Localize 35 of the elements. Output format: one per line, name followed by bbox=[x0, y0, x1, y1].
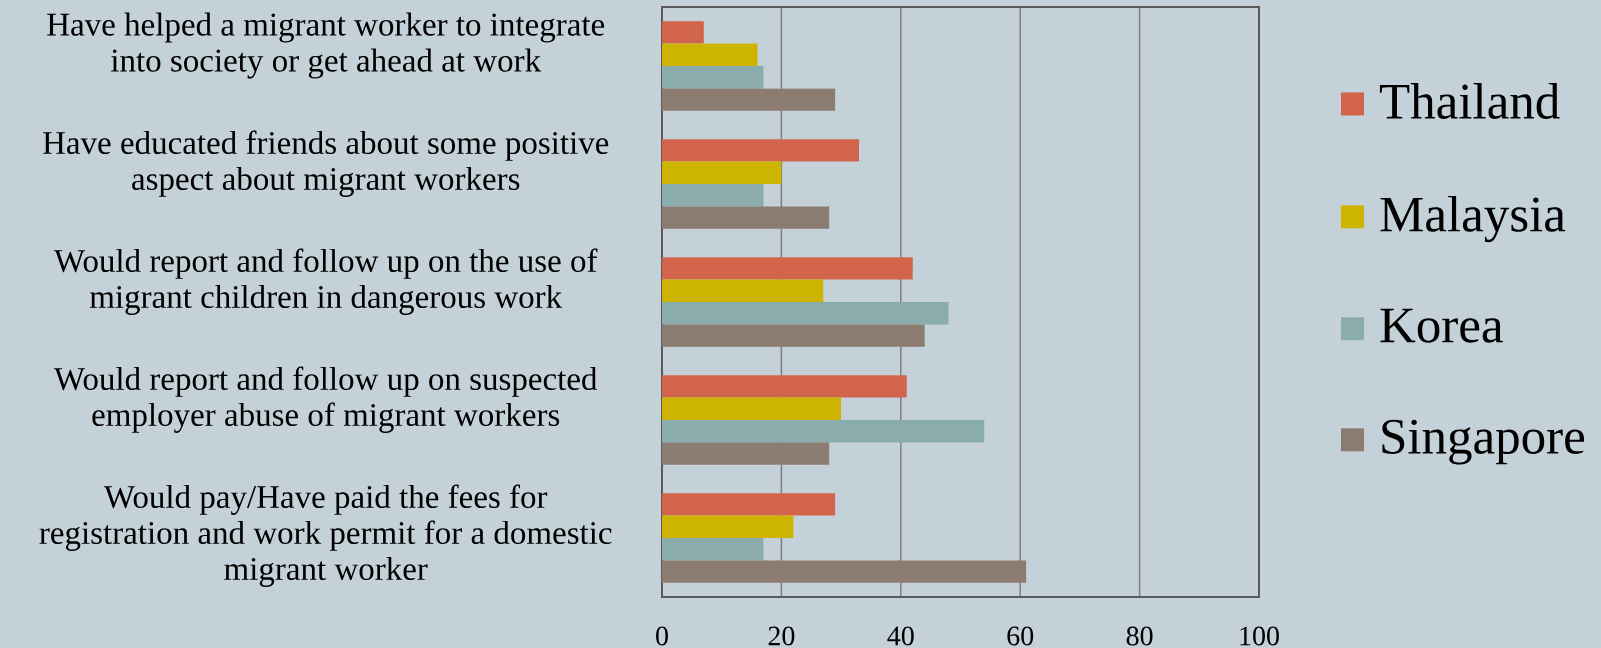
bar bbox=[662, 397, 842, 421]
legend-label: Korea bbox=[1380, 308, 1503, 343]
bar bbox=[662, 420, 985, 443]
bar bbox=[662, 257, 913, 280]
x-tick-label: 20 bbox=[768, 626, 795, 646]
bar bbox=[662, 161, 782, 185]
bar bbox=[662, 560, 1027, 583]
bar bbox=[662, 88, 836, 111]
bar bbox=[662, 302, 949, 325]
legend-label: Thailand bbox=[1379, 83, 1560, 119]
bar bbox=[662, 184, 764, 207]
bar bbox=[662, 139, 860, 162]
x-tick-label: 80 bbox=[1126, 626, 1153, 646]
bar bbox=[662, 21, 704, 44]
bar bbox=[662, 66, 764, 89]
x-tick-label: 0 bbox=[656, 626, 668, 646]
bar bbox=[662, 43, 758, 66]
y-tick-label: Would pay/Have paid the fees for registration and work permit for a domestic migrant worker bbox=[39, 484, 612, 587]
bar bbox=[662, 493, 836, 516]
bar bbox=[662, 324, 925, 347]
bar bbox=[662, 538, 764, 561]
x-tick-label: 40 bbox=[887, 626, 914, 646]
bar bbox=[662, 206, 830, 229]
x-tick-label: 100 bbox=[1240, 626, 1279, 646]
bar bbox=[662, 515, 794, 539]
bar bbox=[662, 375, 907, 398]
y-tick-label: Would report and follow up on the use of migrant children in dangerous work bbox=[53, 248, 598, 315]
y-tick-label: Would report and follow up on suspected employer abuse of migrant workers bbox=[53, 366, 598, 433]
y-tick-label: Have helped a migrant worker to integrate into society or get ahead at work bbox=[47, 12, 605, 79]
bar bbox=[662, 442, 830, 465]
legend-label: Singapore bbox=[1382, 419, 1585, 465]
y-tick-label: Have educated friends about some positive aspect about migrant workers bbox=[43, 130, 609, 197]
x-tick-label: 60 bbox=[1007, 626, 1034, 646]
legend-label: Malaysia bbox=[1380, 195, 1566, 243]
bar bbox=[662, 279, 824, 303]
